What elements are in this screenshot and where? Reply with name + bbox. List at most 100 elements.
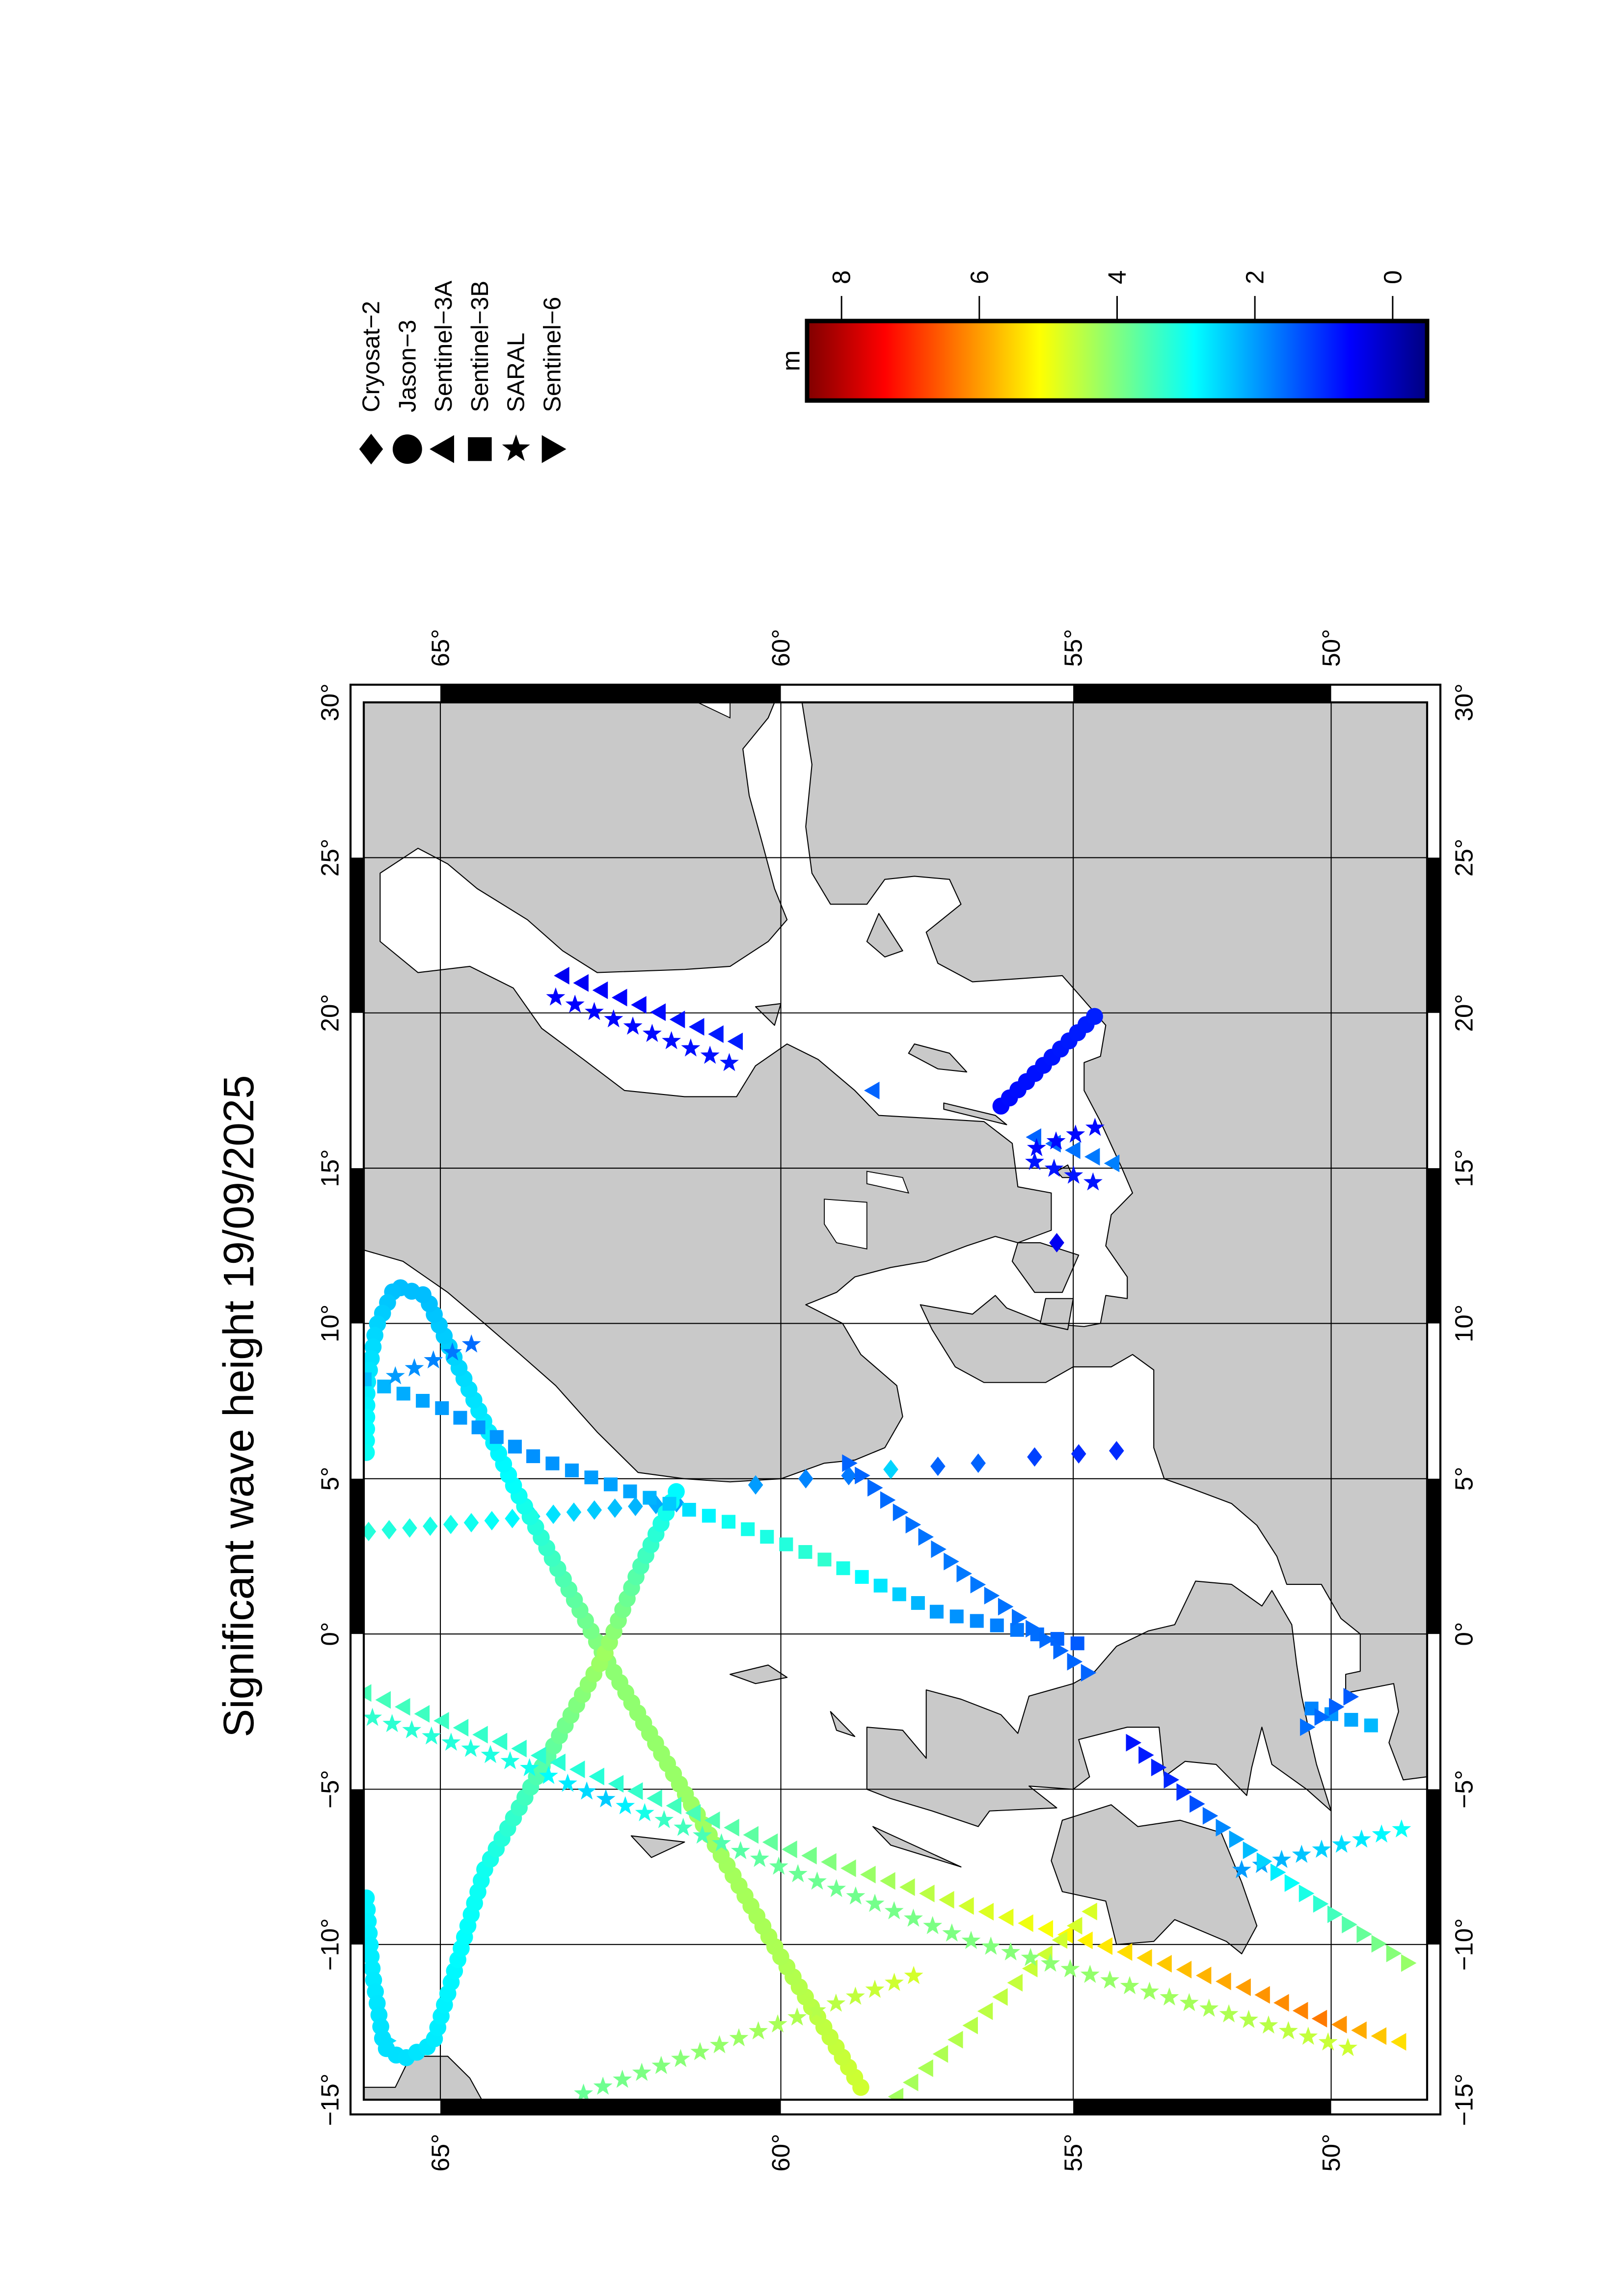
marker-sentinel-3a xyxy=(708,1025,724,1043)
marker-saral xyxy=(923,1916,943,1934)
marker-saral xyxy=(1060,1959,1080,1977)
marker-sentinel-6 xyxy=(1202,1807,1218,1825)
longitude-label-left: 15° xyxy=(316,1149,344,1187)
marker-sentinel-6 xyxy=(1342,1916,1357,1934)
marker-saral xyxy=(1392,1819,1411,1838)
marker-cryosat-2 xyxy=(587,1500,602,1520)
marker-saral xyxy=(710,2035,729,2054)
legend-item: Sentinel−6 xyxy=(539,297,567,463)
legend-label: Jason−3 xyxy=(394,320,421,413)
track-saral xyxy=(1025,1151,1103,1191)
track-saral xyxy=(574,1966,923,2100)
marker-sentinel-6 xyxy=(1026,1620,1041,1638)
marker-saral xyxy=(613,2069,632,2088)
marker-saral xyxy=(1312,1840,1331,1858)
frame-band xyxy=(351,1478,364,1634)
longitude-label-right: 25° xyxy=(1450,839,1478,877)
marker-sentinel-6 xyxy=(1327,1905,1343,1923)
marker-cryosat-2 xyxy=(381,1520,397,1540)
marker-sentinel-3b xyxy=(364,1372,372,1387)
marker-saral xyxy=(788,1864,808,1883)
marker-sentinel-3b xyxy=(970,1614,984,1628)
outer-frame xyxy=(349,683,1442,2116)
marker-saral xyxy=(577,1781,596,1800)
latitude-label-top: 55° xyxy=(1059,629,1087,667)
marker-saral xyxy=(1027,1138,1046,1156)
marker-sentinel-3a xyxy=(647,1789,662,1808)
longitude-label-right: −5° xyxy=(1450,1770,1478,1809)
marker-sentinel-3a xyxy=(1066,1917,1082,1935)
marker-saral xyxy=(424,1350,443,1369)
landmass xyxy=(866,1580,1332,1827)
legend-item: Jason−3 xyxy=(392,320,422,464)
marker-sentinel-3b xyxy=(526,1449,541,1464)
legend-label: Sentinel−3B xyxy=(466,281,493,412)
marker-sentinel-3b xyxy=(508,1440,522,1454)
marker-saral xyxy=(961,1930,981,1949)
marker-sentinel-3a xyxy=(1156,1955,1172,1973)
marker-saral xyxy=(574,2083,594,2100)
marker-cryosat-2 xyxy=(628,1496,643,1516)
track-cryosat-2 xyxy=(1049,1233,1064,1253)
marker-sentinel-3b xyxy=(453,1411,467,1425)
marker-saral xyxy=(642,1023,662,1042)
marker-sentinel-3b xyxy=(489,1430,504,1444)
landmass xyxy=(801,702,1427,1781)
colorbar-tick-label: 2 xyxy=(1241,270,1269,284)
marker-saral xyxy=(693,1825,712,1844)
marker-sentinel-3a xyxy=(472,1726,488,1744)
marker-sentinel-3a xyxy=(1311,2009,1327,2028)
marker-sentinel-6 xyxy=(1284,1874,1300,1892)
map-frame xyxy=(349,683,1442,2116)
marker-sentinel-3a xyxy=(453,1719,469,1737)
marker-sentinel-6 xyxy=(1012,1608,1028,1627)
marker-saral xyxy=(1064,1165,1083,1184)
landmass xyxy=(755,1003,782,1026)
marker-sentinel-3a xyxy=(1331,2015,1347,2033)
marker-saral xyxy=(461,1334,481,1353)
marker-sentinel-3a xyxy=(978,1902,994,1921)
marker-cryosat-2 xyxy=(1049,1233,1064,1253)
legend-label: Sentinel−6 xyxy=(539,297,566,412)
marker-sentinel-6 xyxy=(1343,1688,1359,1706)
marker-sentinel-3a xyxy=(414,1705,430,1723)
marker-sentinel-3a xyxy=(801,1846,817,1865)
marker-saral xyxy=(865,1979,885,1998)
marker-saral xyxy=(405,1358,424,1377)
marker-saral xyxy=(981,1936,1001,1955)
track-saral xyxy=(364,1708,1358,2056)
lake xyxy=(824,1199,867,1250)
marker-sentinel-3a xyxy=(977,2002,993,2020)
marker-sentinel-3a xyxy=(1351,2021,1367,2039)
marker-saral xyxy=(364,1708,382,1726)
marker-sentinel-3a xyxy=(669,1011,685,1029)
longitude-label-right: −15° xyxy=(1450,2074,1478,2126)
marker-sentinel-3b xyxy=(1070,1636,1084,1651)
longitude-label-left: 20° xyxy=(316,994,344,1032)
marker-saral xyxy=(662,1031,681,1049)
legend-item: Sentinel−3B xyxy=(466,281,493,461)
track-sentinel-3b xyxy=(1304,1701,1378,1733)
marker-sentinel-6 xyxy=(905,1516,921,1534)
marker-sentinel-3a xyxy=(1037,1920,1054,1938)
marker-sentinel-3a xyxy=(511,1739,527,1758)
marker-saral xyxy=(1372,1824,1391,1843)
marker-sentinel-3a xyxy=(899,1878,915,1896)
track-saral xyxy=(385,1334,481,1385)
marker-sentinel-3a xyxy=(727,1032,743,1050)
marker-jason-3 xyxy=(668,1483,685,1500)
longitude-label-left: 5° xyxy=(316,1467,344,1491)
longitude-label-left: 10° xyxy=(316,1305,344,1342)
landmass xyxy=(1051,1804,1258,1954)
colorbar-tick-label: 0 xyxy=(1379,270,1407,284)
triangle-left-icon xyxy=(430,435,454,463)
marker-saral xyxy=(768,2014,787,2033)
marker-sentinel-6 xyxy=(1270,1863,1286,1881)
marker-saral xyxy=(1025,1151,1044,1170)
marker-sentinel-3a xyxy=(864,1081,880,1099)
marker-sentinel-3b xyxy=(377,1379,391,1393)
colorbar: m 8 6 4 2 0 xyxy=(777,270,1430,403)
marker-saral xyxy=(942,1923,962,1942)
marker-sentinel-6 xyxy=(1243,1841,1259,1859)
marker-sentinel-3a xyxy=(724,1818,739,1837)
